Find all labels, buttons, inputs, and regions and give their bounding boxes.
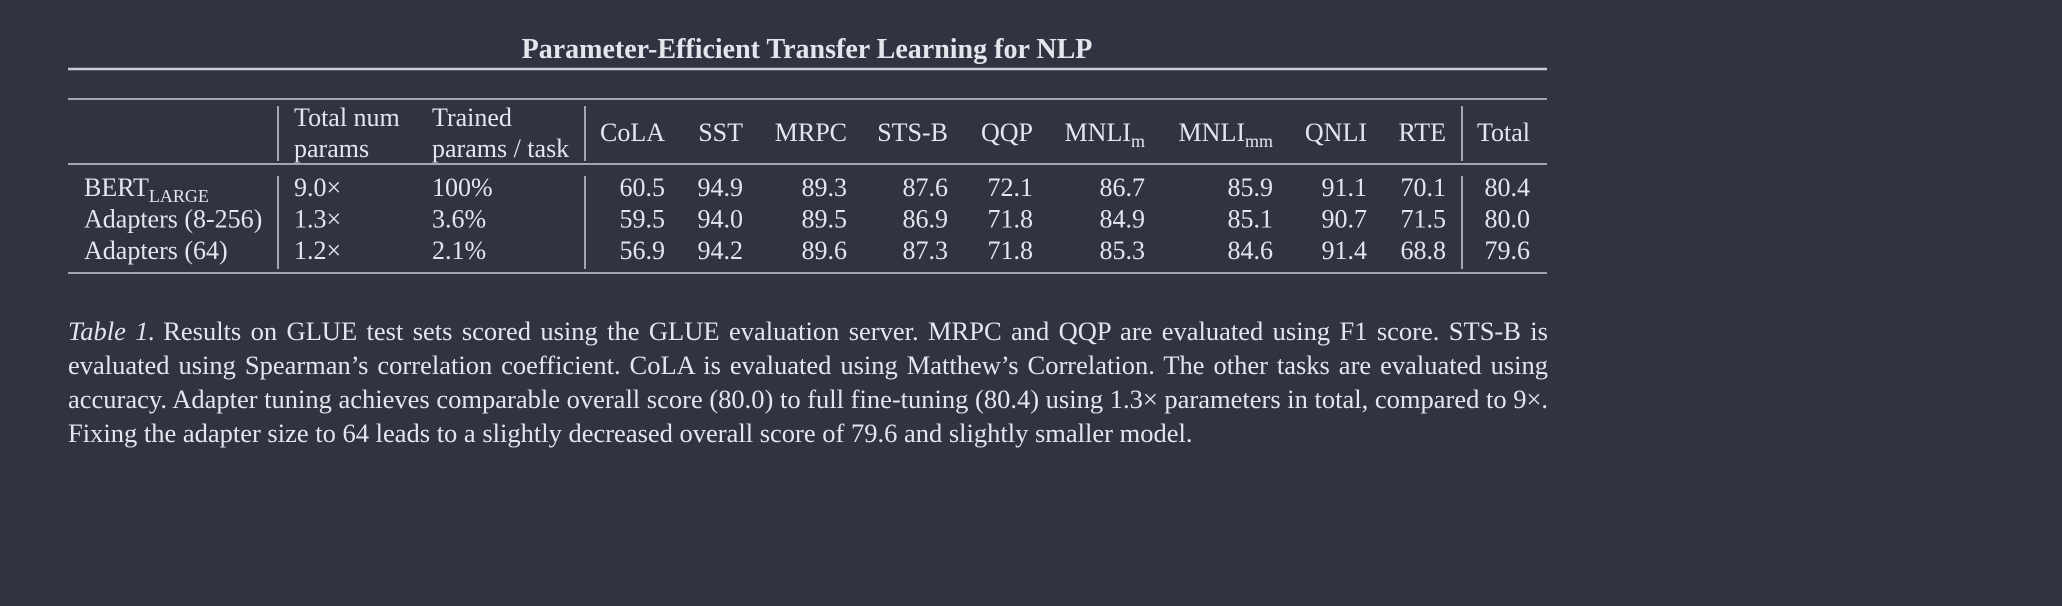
- column-header: SST: [698, 118, 743, 147]
- table-figure: Parameter-Efficient Transfer Learning fo…: [68, 34, 1547, 274]
- cell: 100%: [432, 173, 493, 202]
- cell: 2.1%: [432, 236, 486, 265]
- cell: 89.5: [802, 205, 848, 234]
- column-header-main: QNLI: [1305, 118, 1367, 147]
- cell: 68.8: [1401, 236, 1447, 265]
- cell: 71.8: [988, 236, 1034, 265]
- cell: 87.3: [903, 236, 949, 265]
- column-header-main: RTE: [1398, 118, 1446, 147]
- row-label-main: Adapters (8-256): [84, 205, 262, 234]
- cell: 89.3: [802, 173, 848, 202]
- cell: 85.9: [1228, 173, 1274, 202]
- column-header: MNLIm: [1065, 118, 1145, 151]
- cell: 86.9: [903, 205, 949, 234]
- cell: 80.4: [1485, 173, 1531, 202]
- column-header: Total: [1477, 118, 1530, 147]
- column-header: Total num: [294, 103, 400, 132]
- column-header: MNLImm: [1179, 118, 1273, 151]
- caption: Table 1. Results on GLUE test sets scored…: [68, 314, 1548, 450]
- column-header: Trained: [432, 103, 512, 132]
- column-header-main: MRPC: [775, 118, 847, 147]
- cell: 71.8: [988, 205, 1034, 234]
- column-header-main: QQP: [981, 118, 1033, 147]
- caption-label: Table 1.: [68, 316, 156, 346]
- column-header: MRPC: [775, 118, 847, 147]
- column-header: QQP: [981, 118, 1033, 147]
- column-header: QNLI: [1305, 118, 1367, 147]
- column-header-sub: m: [1131, 131, 1145, 151]
- column-header-main: MNLI: [1065, 118, 1131, 147]
- column-header-sub: mm: [1245, 131, 1273, 151]
- column-header-main: SST: [698, 118, 743, 147]
- column-header: params: [294, 134, 369, 163]
- cell: 85.1: [1228, 205, 1274, 234]
- cell: 56.9: [620, 236, 666, 265]
- cell: 94.9: [698, 173, 744, 202]
- row-label: Adapters (64): [84, 236, 228, 265]
- cell: 84.6: [1228, 236, 1274, 265]
- row-label-main: Adapters (64): [84, 236, 228, 265]
- cell: 60.5: [620, 173, 666, 202]
- cell: 86.7: [1100, 173, 1146, 202]
- column-header: STS-B: [877, 118, 948, 147]
- cell: 94.0: [698, 205, 744, 234]
- cell: 70.1: [1401, 173, 1447, 202]
- cell: 59.5: [620, 205, 666, 234]
- cell: 1.2×: [294, 236, 341, 265]
- cell: 90.7: [1322, 205, 1368, 234]
- column-header-main: STS-B: [877, 118, 948, 147]
- cell: 80.0: [1485, 205, 1531, 234]
- cell: 71.5: [1401, 205, 1447, 234]
- cell: 84.9: [1100, 205, 1146, 234]
- cell: 9.0×: [294, 173, 341, 202]
- cell: 89.6: [802, 236, 848, 265]
- column-header: CoLA: [600, 118, 665, 147]
- cell: 85.3: [1100, 236, 1146, 265]
- cell: 3.6%: [432, 205, 486, 234]
- column-header: RTE: [1398, 118, 1446, 147]
- row-label-sub: LARGE: [149, 186, 209, 206]
- column-header-main: CoLA: [600, 118, 665, 147]
- cell: 72.1: [988, 173, 1034, 202]
- cell: 1.3×: [294, 205, 341, 234]
- row-label-main: BERT: [84, 173, 149, 202]
- column-header-main: MNLI: [1179, 118, 1245, 147]
- cell: 91.4: [1322, 236, 1368, 265]
- cell: 79.6: [1485, 236, 1531, 265]
- column-header: params / task: [432, 134, 569, 163]
- cell: 91.1: [1322, 173, 1368, 202]
- caption-text: Results on GLUE test sets scored using t…: [68, 316, 1549, 448]
- column-header-main: Total: [1477, 118, 1530, 147]
- row-label: BERTLARGE: [84, 173, 209, 206]
- title: Parameter-Efficient Transfer Learning fo…: [522, 34, 1093, 65]
- cell: 94.2: [698, 236, 744, 265]
- row-label: Adapters (8-256): [84, 205, 262, 234]
- cell: 87.6: [903, 173, 949, 202]
